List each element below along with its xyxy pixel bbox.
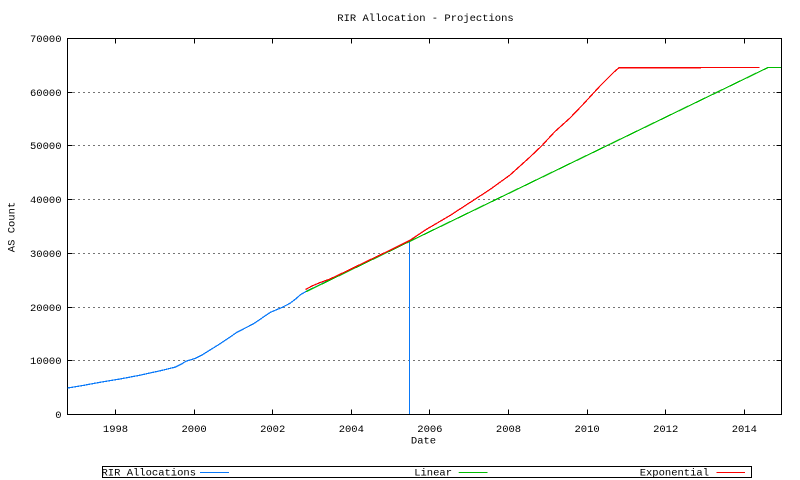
svg-text:RIR Allocation - Projections: RIR Allocation - Projections: [337, 13, 513, 25]
svg-text:RIR Allocations: RIR Allocations: [101, 467, 196, 479]
svg-text:Exponential: Exponential: [640, 467, 709, 479]
svg-text:2014: 2014: [732, 424, 757, 436]
svg-text:40000: 40000: [30, 195, 62, 207]
svg-text:50000: 50000: [30, 141, 62, 153]
svg-text:AS Count: AS Count: [7, 202, 19, 252]
svg-text:2012: 2012: [653, 424, 678, 436]
svg-text:30000: 30000: [30, 249, 62, 261]
svg-text:Linear: Linear: [414, 467, 452, 479]
svg-text:10000: 10000: [30, 356, 62, 368]
svg-text:2006: 2006: [417, 424, 442, 436]
svg-text:70000: 70000: [30, 34, 62, 46]
svg-text:Date: Date: [411, 436, 436, 448]
svg-text:2010: 2010: [574, 424, 599, 436]
svg-text:20000: 20000: [30, 303, 62, 315]
svg-text:2004: 2004: [339, 424, 364, 436]
svg-text:60000: 60000: [30, 88, 62, 100]
svg-text:1998: 1998: [103, 424, 128, 436]
svg-text:2008: 2008: [496, 424, 521, 436]
svg-text:0: 0: [55, 410, 61, 422]
svg-text:2000: 2000: [181, 424, 206, 436]
svg-text:2002: 2002: [260, 424, 285, 436]
